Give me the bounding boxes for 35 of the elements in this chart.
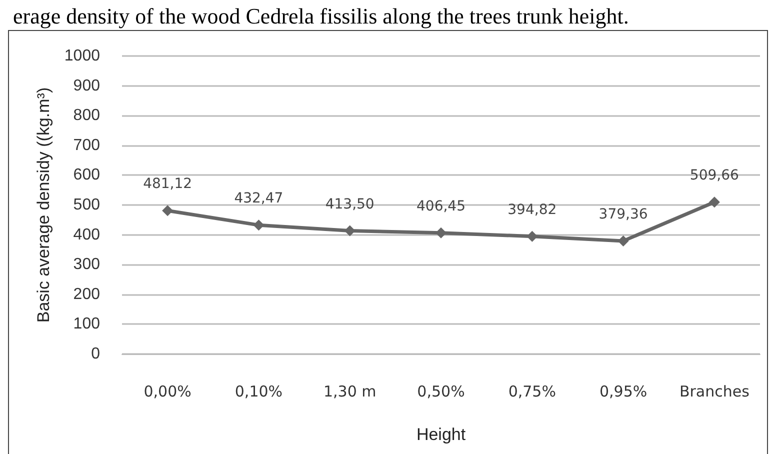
data-label: 379,36	[598, 206, 648, 222]
y-tick-label: 200	[73, 286, 100, 303]
point	[526, 230, 538, 242]
point	[344, 225, 356, 236]
point	[618, 235, 629, 246]
y-tick-label: 400	[73, 226, 100, 244]
point	[253, 220, 264, 231]
y-tick-label: 500	[73, 196, 100, 214]
chart-title: erage density of the wood Cedrela fissilis along the trees trunk height.	[13, 4, 629, 28]
x-tick-label: 0,75%	[508, 382, 556, 400]
data-label: 406,45	[416, 198, 466, 214]
y-tick-label: 900	[73, 77, 100, 94]
point	[708, 196, 720, 208]
x-tick-label: 1,30 m	[323, 382, 376, 400]
data-label: 394,82	[508, 202, 557, 218]
data-label: 413,50	[325, 196, 374, 212]
x-tick-label: 0,50%	[417, 382, 465, 400]
x-tick-label: 0,95%	[599, 382, 648, 400]
point	[162, 205, 174, 216]
y-tick-label: 0	[91, 346, 100, 362]
data-label: 481,12	[143, 176, 192, 192]
data-label: 432,47	[234, 190, 284, 207]
y-axis-title: Basic average densidy ((kg.m³)	[34, 87, 53, 323]
y-tick-label: 700	[73, 136, 100, 154]
y-tick-label: 100	[73, 316, 100, 333]
y-tick-label: 600	[73, 166, 100, 184]
x-tick-label: Branches	[679, 382, 750, 400]
y-tick-label: 1000	[64, 48, 100, 64]
point	[436, 227, 446, 238]
y-tick-label: 800	[73, 107, 100, 124]
x-tick-label: 0,00%	[144, 382, 192, 400]
x-tick-label: 0,10%	[234, 382, 283, 400]
data-label: 509,66	[690, 168, 740, 184]
y-tick-label: 300	[73, 256, 100, 274]
x-axis-title: Height	[416, 425, 466, 444]
